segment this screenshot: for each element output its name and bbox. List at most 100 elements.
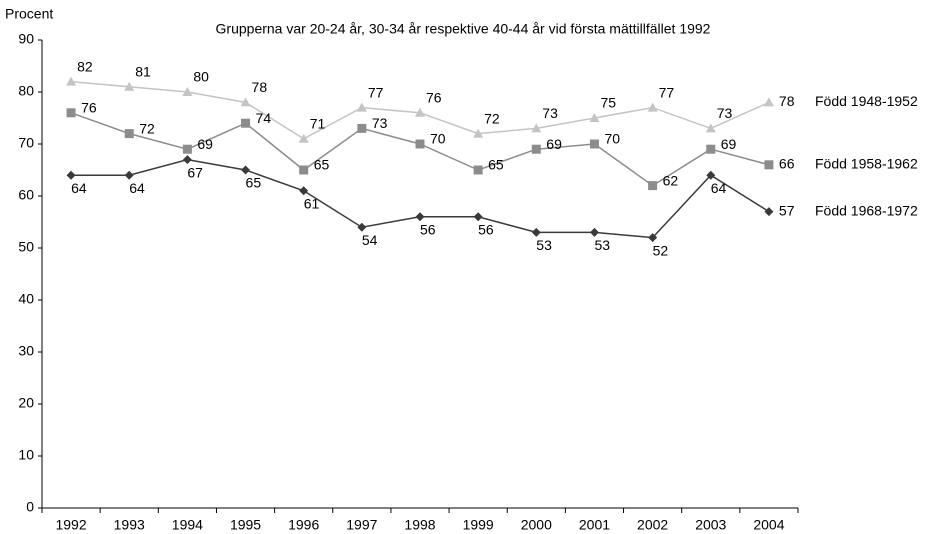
point	[589, 139, 599, 149]
point	[705, 123, 716, 133]
point	[648, 181, 658, 191]
point	[706, 170, 716, 180]
data-label: 82	[77, 58, 93, 74]
x-tick-label: 2002	[637, 517, 668, 533]
point	[240, 97, 251, 107]
point	[764, 207, 774, 217]
x-tick-label: 1992	[55, 517, 86, 533]
y-tick-label: 40	[18, 291, 34, 307]
data-label: 74	[256, 110, 272, 126]
data-label: 72	[139, 120, 155, 136]
data-label: 69	[721, 136, 737, 152]
point	[531, 227, 541, 237]
point	[589, 227, 599, 237]
chart-title: Grupperna var 20-24 år, 30-34 år respekt…	[216, 21, 711, 37]
point	[357, 222, 367, 232]
point	[415, 212, 425, 222]
x-tick-label: 1999	[463, 517, 494, 533]
point	[182, 87, 193, 96]
data-label: 52	[653, 242, 669, 258]
data-label: 65	[246, 175, 262, 191]
data-label: 69	[546, 136, 562, 152]
point	[415, 107, 425, 117]
data-label: 70	[430, 131, 446, 147]
data-label: 53	[536, 237, 552, 253]
point	[182, 155, 192, 165]
point	[241, 118, 251, 128]
data-label: 78	[779, 93, 795, 109]
y-tick-label: 30	[18, 343, 34, 359]
data-label: 69	[197, 136, 213, 152]
data-label: 67	[187, 164, 203, 180]
point	[182, 144, 192, 154]
data-label: 65	[314, 157, 330, 173]
series-label: Född 1968-1972	[815, 202, 918, 218]
data-label: 75	[600, 95, 616, 111]
point	[66, 76, 77, 86]
data-label: 65	[488, 157, 504, 173]
point	[415, 139, 425, 149]
data-label: 77	[368, 84, 384, 100]
x-tick-label: 2001	[579, 517, 610, 533]
point	[66, 108, 76, 118]
y-tick-label: 90	[18, 31, 34, 47]
point	[241, 165, 251, 175]
data-label: 76	[426, 90, 442, 106]
data-label: 72	[484, 110, 500, 126]
point	[298, 133, 309, 143]
y-tick-label: 10	[18, 447, 34, 463]
x-tick-label: 1998	[404, 517, 435, 533]
data-label: 77	[659, 84, 675, 100]
data-label: 66	[779, 156, 795, 172]
y-tick-label: 50	[18, 239, 34, 255]
data-label: 57	[779, 202, 795, 218]
point	[647, 102, 658, 112]
x-tick-label: 1997	[346, 517, 377, 533]
point	[706, 144, 716, 154]
point	[589, 113, 600, 122]
point	[356, 102, 367, 112]
point	[764, 160, 774, 170]
data-label: 53	[594, 237, 610, 253]
point	[124, 81, 135, 91]
data-label: 80	[193, 69, 209, 85]
x-tick-label: 1995	[230, 517, 261, 533]
point	[299, 186, 309, 196]
data-label: 64	[711, 180, 727, 196]
data-label: 64	[71, 180, 87, 196]
y-tick-label: 20	[18, 395, 34, 411]
y-tick-label: 70	[18, 135, 34, 151]
point	[124, 170, 134, 180]
point	[124, 129, 134, 139]
data-label: 56	[478, 222, 494, 238]
point	[473, 212, 483, 222]
series-label: Född 1948-1952	[815, 93, 918, 109]
y-tick-label: 60	[18, 187, 34, 203]
data-label: 64	[129, 180, 145, 196]
point	[763, 97, 774, 107]
data-label: 76	[81, 100, 97, 116]
data-label: 56	[420, 222, 436, 238]
x-tick-label: 1994	[172, 517, 203, 533]
x-tick-label: 2004	[753, 517, 784, 533]
y-tick-label: 0	[26, 499, 34, 515]
point	[473, 128, 484, 138]
point	[531, 144, 541, 154]
x-tick-label: 1993	[114, 517, 145, 533]
data-label: 78	[252, 79, 268, 95]
data-label: 62	[663, 172, 679, 188]
y-tick-label: 80	[18, 83, 34, 99]
point	[357, 123, 367, 133]
point	[531, 123, 542, 133]
data-label: 70	[604, 131, 620, 147]
x-tick-label: 2000	[521, 517, 552, 533]
data-label: 73	[542, 105, 558, 121]
point	[66, 170, 76, 180]
point	[299, 165, 309, 175]
data-label: 61	[304, 196, 320, 212]
y-axis-label: Procent	[5, 6, 53, 22]
data-label: 73	[372, 115, 388, 131]
x-tick-label: 2003	[695, 517, 726, 533]
data-label: 71	[310, 116, 326, 132]
